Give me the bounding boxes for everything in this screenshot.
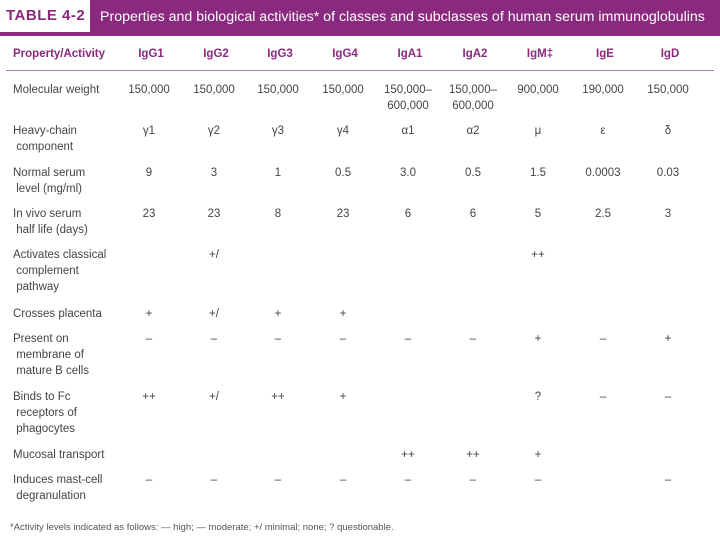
column-header-igg1: IgG1	[138, 48, 164, 60]
table-cell: ε	[600, 125, 606, 137]
row-label: Molecular weight	[13, 84, 100, 96]
table-cell: 6	[469, 208, 477, 220]
table-cell: –	[339, 474, 347, 486]
table-cell: ++	[531, 249, 545, 261]
table-cell: –	[534, 474, 542, 486]
table-cell: 190,000	[582, 84, 624, 96]
column-header-igg2: IgG2	[203, 48, 229, 60]
table-cell: γ4	[336, 125, 350, 137]
table-cell: 0.5	[465, 167, 481, 179]
column-header-property: Property/Activity	[13, 48, 106, 60]
table-cell: 150,000	[322, 84, 364, 96]
table-cell: +	[145, 308, 153, 320]
table-cell: –	[274, 474, 282, 486]
table-cell: +	[534, 449, 542, 461]
table-cell: ++	[466, 449, 480, 461]
table-cell: –	[469, 333, 477, 345]
table-cell: –	[339, 333, 347, 345]
table-cell: +/	[209, 249, 219, 261]
row-label: Crosses placenta	[13, 308, 102, 320]
table-cell: 2.5	[595, 208, 611, 220]
table-cell: δ	[664, 125, 672, 137]
column-header-igg3: IgG3	[267, 48, 293, 60]
table-cell: γ1	[142, 125, 156, 137]
table-cell: ?	[534, 391, 542, 403]
table-cell: ++	[401, 449, 415, 461]
table-cell: –	[404, 474, 412, 486]
table-cell: 3	[664, 208, 672, 220]
table-cell: –	[210, 333, 218, 345]
table-label: TABLE 4-2	[0, 0, 90, 32]
table-cell: –	[664, 391, 672, 403]
table-cell: –	[664, 474, 672, 486]
table-cell: –	[599, 333, 607, 345]
table-cell: 5	[534, 208, 542, 220]
table-cell: 23	[207, 208, 221, 220]
table-cell: γ2	[207, 125, 221, 137]
column-header-ige: IgE	[596, 48, 614, 60]
table-cell: α1	[401, 125, 415, 137]
table-cell: +	[664, 333, 672, 345]
table-cell: –	[274, 333, 282, 345]
table-cell: 0.03	[656, 167, 680, 179]
column-header-igm: IgM‡	[526, 48, 554, 60]
table-cell: –	[469, 474, 477, 486]
table-cell: 9	[145, 167, 153, 179]
table-title: Properties and biological activities* of…	[100, 9, 705, 25]
table-cell: ++	[142, 391, 156, 403]
row-label: Activates classical complement pathway	[13, 249, 107, 293]
column-header-iga2: IgA2	[462, 48, 488, 60]
table-cell: 6	[404, 208, 412, 220]
table-cell: +/	[209, 308, 219, 320]
row-label: Binds to Fc receptors of phagocytes	[13, 391, 77, 435]
table-cell: ++	[271, 391, 285, 403]
table-cell: –	[599, 391, 607, 403]
table-cell: +	[339, 391, 347, 403]
column-header-igg4: IgG4	[332, 48, 358, 60]
row-label: Mucosal transport	[13, 449, 105, 461]
column-header-iga1: IgA1	[397, 48, 423, 60]
table-cell: –	[145, 474, 153, 486]
table-cell: –	[404, 333, 412, 345]
table-cell: 1.5	[530, 167, 546, 179]
table-cell: μ	[534, 125, 542, 137]
row-label: Normal serum level (mg/ml)	[13, 167, 86, 195]
row-label: Induces mast-cell degranulation	[13, 474, 103, 502]
table-cell: 150,000– 600,000	[449, 84, 497, 112]
table-cell: +	[534, 333, 542, 345]
table-cell: 0.5	[335, 167, 351, 179]
table-cell: –	[210, 474, 218, 486]
table-cell: α2	[466, 125, 480, 137]
table-cell: 0.0003	[585, 167, 621, 179]
table-cell: 23	[336, 208, 350, 220]
table-cell: γ3	[271, 125, 285, 137]
table-cell: 3.0	[400, 167, 416, 179]
table-cell: 150,000– 600,000	[384, 84, 432, 112]
header-rule	[6, 70, 714, 71]
footnote: *Activity levels indicated as follows: —…	[10, 522, 394, 533]
table-cell: 900,000	[517, 84, 559, 96]
table-cell: 1	[274, 167, 282, 179]
header-bar: TABLE 4-2 Properties and biological acti…	[0, 0, 720, 36]
table-cell: –	[145, 333, 153, 345]
table-cell: 8	[274, 208, 282, 220]
row-label: In vivo serum half life (days)	[13, 208, 88, 236]
table-cell: 150,000	[128, 84, 170, 96]
row-label: Present on membrane of mature B cells	[13, 333, 90, 377]
row-label: Heavy-chain component	[13, 125, 77, 153]
table-cell: 23	[142, 208, 156, 220]
table-cell: +/	[209, 391, 219, 403]
table-cell: 150,000	[647, 84, 689, 96]
table-cell: +	[274, 308, 282, 320]
table-cell: 150,000	[257, 84, 299, 96]
column-header-igd: IgD	[660, 48, 680, 60]
table-cell: 3	[210, 167, 218, 179]
table-cell: +	[339, 308, 347, 320]
table-cell: 150,000	[193, 84, 235, 96]
